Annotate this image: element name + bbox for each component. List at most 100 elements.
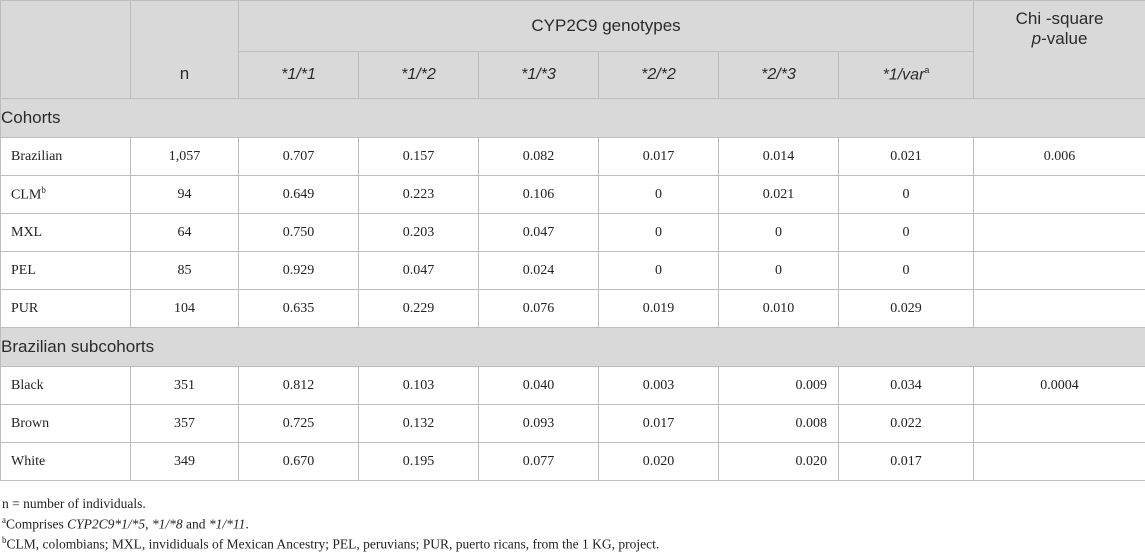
cell-frequency: 0.019: [598, 289, 719, 328]
cell-frequency: 0: [718, 213, 839, 252]
cell-frequency: 0.020: [598, 442, 719, 481]
cell-frequency: 0.021: [837, 137, 975, 176]
chi-square-line1: Chi -square: [1015, 9, 1104, 28]
cell-n: 351: [130, 366, 239, 405]
cell-frequency: 0.195: [358, 442, 479, 481]
header-genotype-5: *1/vara: [837, 51, 975, 99]
cell-frequency: 0.047: [478, 213, 599, 252]
table-row: Brazilian 1,057 0.707 0.157 0.082 0.017 0.014 0…: [0, 137, 1145, 176]
cell-frequency: 0: [837, 175, 975, 214]
cell-frequency: 0: [598, 213, 719, 252]
cell-frequency: 0.003: [598, 366, 719, 405]
header-genotype-0: *1/*1: [238, 51, 359, 99]
section-header-row: Brazilian subcohorts: [0, 327, 1145, 367]
row-label-cell: MXL: [0, 213, 131, 252]
genotype-label: *1/*2: [401, 66, 436, 83]
cell-frequency: 0.017: [837, 442, 975, 481]
cell-frequency: 0.022: [837, 404, 975, 443]
header-row-top: n CYP2C9 genotypes Chi -square p-value: [0, 0, 1145, 99]
cell-frequency: 0.223: [358, 175, 479, 214]
row-label: White: [11, 453, 46, 469]
header-genotype-1: *1/*2: [358, 51, 479, 99]
row-footnote-marker: b: [41, 185, 46, 196]
cell-frequency: 0.635: [238, 289, 359, 328]
table-row: CLMb 94 0.649 0.223 0.106 0 0.021 0: [0, 175, 1145, 214]
header-genotype-2: *1/*3: [478, 51, 599, 99]
header-genotype-3: *2/*2: [598, 51, 719, 99]
cell-frequency: 0.725: [238, 404, 359, 443]
cell-chi-square: [973, 251, 1145, 290]
section-header-row: Cohorts: [0, 98, 1145, 138]
table-row: Black 351 0.812 0.103 0.040 0.003 0.009 0.034 0.…: [0, 366, 1145, 405]
footnote-a-allele-3: *1/*11: [208, 516, 246, 532]
cell-frequency: 0.009: [718, 366, 839, 405]
table-row: PUR 104 0.635 0.229 0.076 0.019 0.010 0.029: [0, 289, 1145, 328]
footnote-b-text: CLM, colombians; MXL, invididuals of Mex…: [6, 536, 660, 552]
cell-frequency: 0.034: [837, 366, 975, 405]
table-body: Cohorts Brazilian 1,057 0.707 0.157 0.082 0.01…: [0, 98, 1145, 481]
header-genotype-4: *2/*3: [718, 51, 839, 99]
cell-frequency: 0.076: [478, 289, 599, 328]
footnote-a-allele-1: CYP2C9*1/*5: [67, 516, 146, 532]
cell-frequency: 0.020: [718, 442, 839, 481]
row-label-cell: PEL: [0, 251, 131, 290]
table-row: White 349 0.670 0.195 0.077 0.020 0.020 0.017: [0, 442, 1145, 481]
cell-frequency: 0.132: [358, 404, 479, 443]
cell-frequency: 0.103: [358, 366, 479, 405]
header-n: n: [130, 0, 239, 99]
footnote-b: bCLM, colombians; MXL, invididuals of Me…: [2, 535, 659, 553]
row-label: MXL: [11, 224, 43, 240]
cell-frequency: 0.017: [598, 404, 719, 443]
genotype-label: *1/*1: [281, 66, 316, 83]
cell-frequency: 0.047: [358, 251, 479, 290]
cell-frequency: 0: [837, 213, 975, 252]
cell-frequency: 0.929: [238, 251, 359, 290]
row-label-cell: CLMb: [0, 175, 131, 214]
table-row: MXL 64 0.750 0.203 0.047 0 0 0: [0, 213, 1145, 252]
cell-frequency: 0.157: [358, 137, 479, 176]
row-label-cell: PUR: [0, 289, 131, 328]
cell-chi-square: [973, 404, 1145, 443]
chi-square-p: p: [1031, 29, 1042, 48]
footnote-a-end: .: [245, 516, 249, 532]
footnote-a-marker: a: [2, 515, 6, 525]
cell-n: 64: [130, 213, 239, 252]
footnote-a-allele-2: *1/*8: [151, 516, 183, 532]
cell-frequency: 0: [598, 251, 719, 290]
footnote-a-sep: ,: [145, 516, 152, 532]
cell-frequency: 0.670: [238, 442, 359, 481]
cell-chi-square: 0.006: [973, 137, 1145, 176]
row-label: CLM: [11, 187, 42, 203]
genotype-label: *2/*3: [761, 66, 796, 83]
cell-frequency: 0.106: [478, 175, 599, 214]
cell-frequency: 0.010: [718, 289, 839, 328]
row-label: Brazilian: [11, 148, 63, 164]
footnote-n-text: n = number of individuals.: [2, 496, 146, 511]
section-title: Cohorts: [0, 98, 1145, 138]
cell-n: 85: [130, 251, 239, 290]
cell-frequency: 0.082: [478, 137, 599, 176]
cell-frequency: 0.021: [718, 175, 839, 214]
row-label-cell: Brown: [0, 404, 131, 443]
genotype-table: n CYP2C9 genotypes Chi -square p-value *…: [0, 0, 1145, 481]
cell-n: 104: [130, 289, 239, 328]
cell-n: 349: [130, 442, 239, 481]
row-label-cell: Black: [0, 366, 131, 405]
footnote-a-and: and: [182, 516, 209, 532]
table-row: Brown 357 0.725 0.132 0.093 0.017 0.008 0.022: [0, 404, 1145, 443]
cell-frequency: 0.077: [478, 442, 599, 481]
header-row-genotypes: *1/*1 *1/*2 *1/*3 *2/*2 *2/*3 *1/vara: [1, 51, 1145, 99]
cell-n: 1,057: [130, 137, 239, 176]
genotype-label: *2/*2: [641, 66, 676, 83]
footnote-b-marker: b: [2, 535, 7, 545]
row-label-cell: Brazilian: [0, 137, 131, 176]
genotype-label: *1/var: [882, 66, 925, 84]
chi-square-value-label: -value: [1041, 29, 1088, 48]
cell-frequency: 0.008: [718, 404, 839, 443]
cell-frequency: 0.093: [478, 404, 599, 443]
cell-frequency: 0.707: [238, 137, 359, 176]
cell-frequency: 0.040: [478, 366, 599, 405]
cell-frequency: 0.750: [238, 213, 359, 252]
header-genotype-group: CYP2C9 genotypes: [237, 0, 975, 52]
cell-frequency: 0.203: [358, 213, 479, 252]
